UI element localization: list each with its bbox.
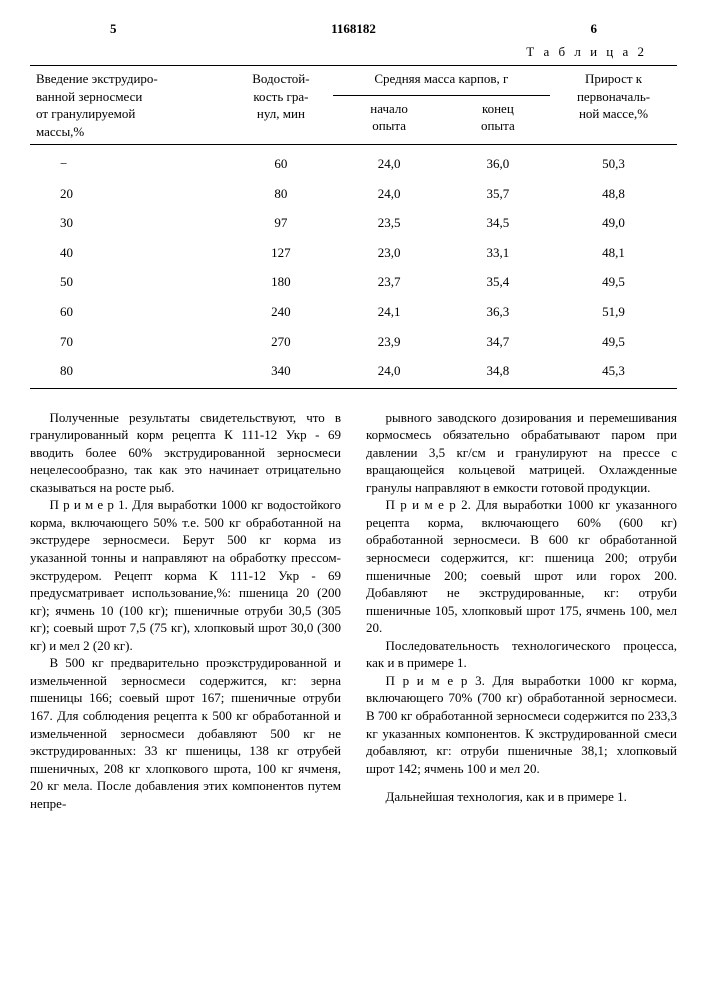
table-row: 7027023,934,749,5 xyxy=(30,327,677,357)
table-row: 8034024,034,845,3 xyxy=(30,356,677,388)
table-row: 4012723,033,148,1 xyxy=(30,238,677,268)
doc-number: 1168182 xyxy=(331,20,376,38)
table-row: 6024024,136,351,9 xyxy=(30,297,677,327)
th-water-resist: Водостой- кость гра- нул, мин xyxy=(229,66,332,145)
table-row: 208024,035,748,8 xyxy=(30,179,677,209)
paragraph: рывного заводского дозирования и перемеш… xyxy=(366,409,677,497)
data-table: Введение экструдиро- ванной зерносмеси о… xyxy=(30,65,677,389)
table-row: 5018023,735,449,5 xyxy=(30,267,677,297)
paragraph: Полученные результаты свидетельствуют, ч… xyxy=(30,409,341,497)
page-header: 5 1168182 6 xyxy=(30,20,677,43)
table-row: 309723,534,549,0 xyxy=(30,208,677,238)
paragraph: Последовательность технологического проц… xyxy=(366,637,677,672)
th-end: конец опыта xyxy=(446,95,550,144)
table-row: −6024,036,050,3 xyxy=(30,145,677,179)
paragraph: Дальнейшая технология, как и в примере 1… xyxy=(366,788,677,806)
paragraph: П р и м е р 3. Для выработки 1000 кг кор… xyxy=(366,672,677,777)
paragraph: В 500 кг предварительно проэкструдирован… xyxy=(30,654,341,812)
table-title: Т а б л и ц а 2 xyxy=(30,43,677,61)
paragraph: П р и м е р 1. Для выработки 1000 кг вод… xyxy=(30,496,341,654)
body-text: Полученные результаты свидетельствуют, ч… xyxy=(30,409,677,813)
th-growth: Прирост к первоначаль- ной массе,% xyxy=(550,66,677,145)
th-avg-mass: Средняя масса карпов, г xyxy=(333,66,551,96)
table-body: −6024,036,050,3 208024,035,748,8 309723,… xyxy=(30,145,677,388)
page-num-left: 5 xyxy=(110,20,117,38)
th-start: начало опыта xyxy=(333,95,446,144)
page-num-right: 6 xyxy=(590,20,597,38)
th-extrusion: Введение экструдиро- ванной зерносмеси о… xyxy=(30,66,229,145)
paragraph: П р и м е р 2. Для выработки 1000 кг ука… xyxy=(366,496,677,636)
